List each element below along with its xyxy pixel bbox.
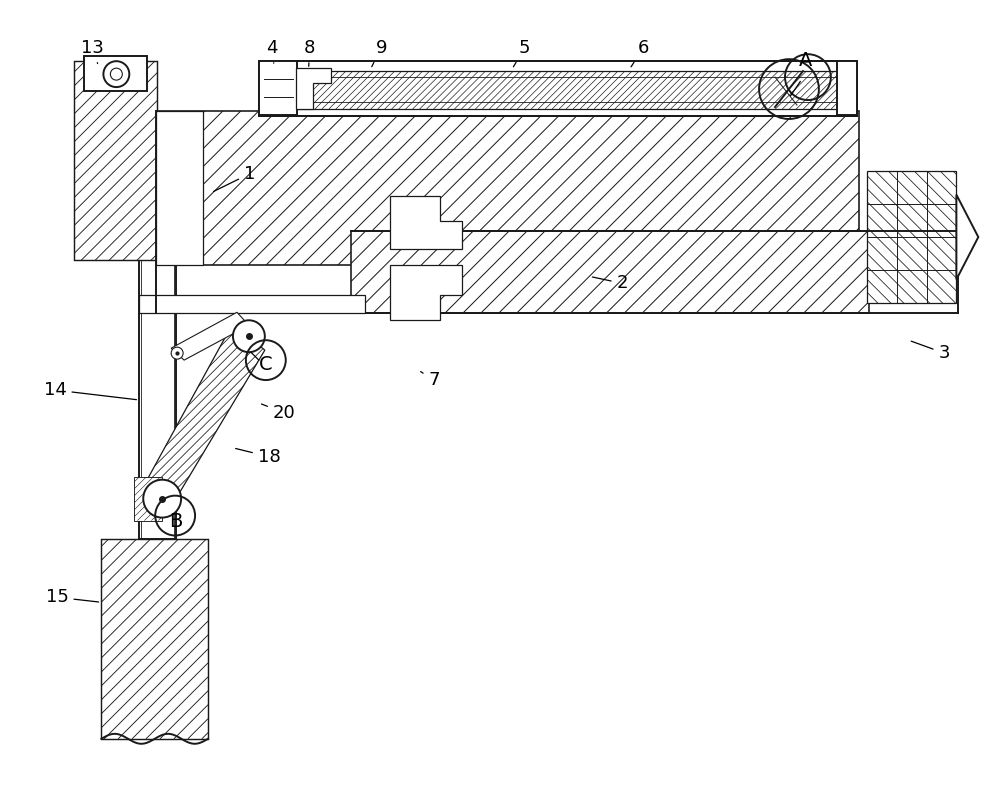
Bar (101, 539, 208, 739)
Polygon shape (156, 111, 203, 266)
Bar (84, 56, 147, 91)
Polygon shape (390, 196, 462, 248)
Bar (296, 71, 837, 109)
Text: 1: 1 (214, 165, 255, 191)
Bar (74, 61, 157, 260)
Text: 7: 7 (421, 371, 440, 389)
Bar (74, 61, 157, 260)
Polygon shape (171, 312, 249, 360)
Bar (139, 260, 176, 539)
Bar (259, 61, 297, 115)
Text: 3: 3 (911, 341, 950, 362)
Text: 5: 5 (513, 39, 530, 67)
Text: 2: 2 (592, 274, 628, 293)
Text: 18: 18 (236, 448, 281, 465)
Bar (74, 61, 157, 260)
Polygon shape (956, 194, 978, 279)
Bar (296, 71, 837, 109)
Polygon shape (139, 295, 365, 313)
Polygon shape (390, 266, 462, 320)
Bar (351, 231, 869, 313)
Polygon shape (148, 324, 265, 496)
Text: 15: 15 (46, 588, 99, 607)
Bar (101, 539, 208, 739)
Text: 14: 14 (44, 381, 137, 400)
Text: 13: 13 (81, 39, 104, 63)
Bar (134, 477, 162, 520)
Bar (134, 477, 162, 520)
Bar (351, 231, 869, 313)
Circle shape (233, 320, 265, 352)
Bar (134, 477, 162, 520)
Text: 4: 4 (266, 39, 277, 63)
Text: A: A (799, 52, 812, 70)
Polygon shape (148, 324, 265, 496)
Bar (867, 170, 956, 304)
Bar (259, 61, 857, 116)
Bar (351, 231, 869, 313)
Text: B: B (169, 511, 183, 531)
Bar (867, 170, 956, 304)
Polygon shape (156, 111, 859, 266)
Text: 20: 20 (261, 404, 296, 422)
Circle shape (171, 347, 183, 359)
Circle shape (103, 61, 129, 87)
Bar (867, 170, 956, 304)
Text: 8: 8 (304, 39, 315, 67)
Circle shape (143, 480, 181, 518)
Text: C: C (259, 355, 272, 374)
Bar (837, 61, 857, 115)
Text: 6: 6 (631, 39, 649, 67)
Polygon shape (296, 68, 331, 109)
Text: 9: 9 (372, 39, 387, 67)
Bar (867, 170, 956, 304)
Polygon shape (156, 111, 859, 266)
Bar (867, 170, 956, 304)
Bar (101, 539, 208, 739)
Bar (296, 71, 837, 109)
